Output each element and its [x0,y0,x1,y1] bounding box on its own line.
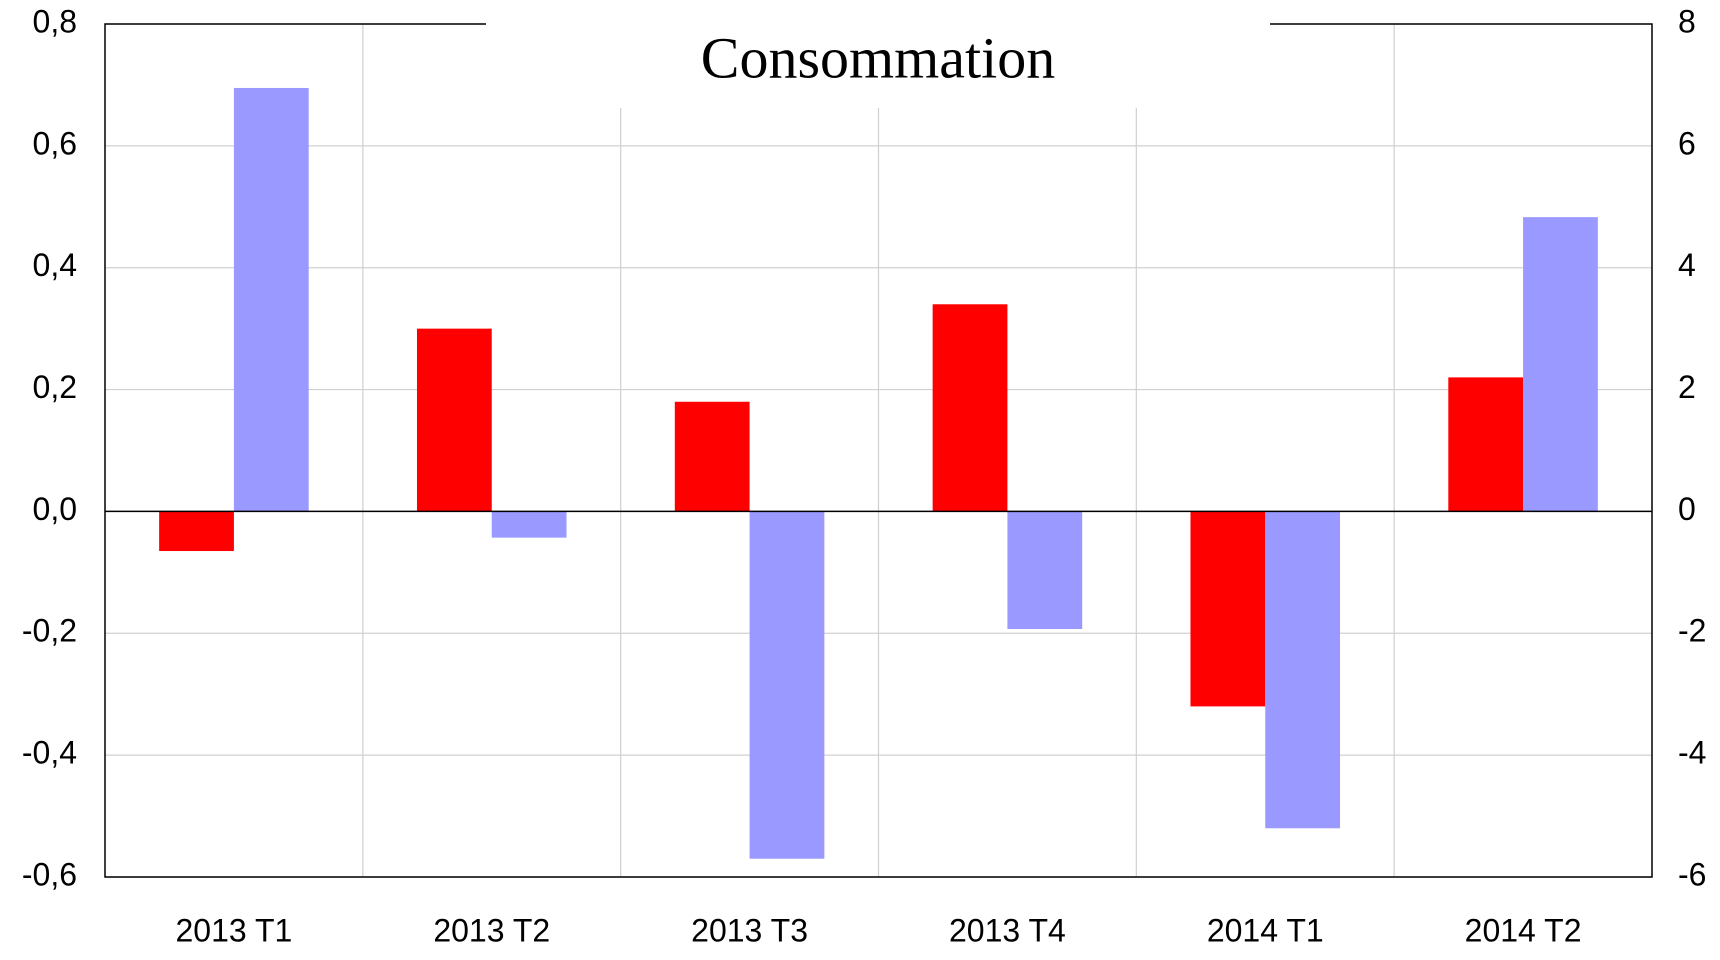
bar [1523,217,1598,512]
y-tick-label: -0,4 [22,735,77,771]
bar [1190,511,1266,707]
y2-tick-label: 8 [1678,3,1696,39]
bar [1265,511,1341,829]
x-tick-label: 2013 T4 [949,912,1066,948]
bar [1007,511,1083,630]
bar [749,511,825,859]
x-tick-label: 2013 T2 [433,912,550,948]
y-tick-label: 0,2 [33,369,77,405]
bar [932,304,1008,512]
bar [159,511,234,552]
y-tick-label: -0,6 [22,856,77,892]
bar [1448,377,1524,512]
y-tick-label: 0,4 [33,247,77,283]
y-tick-label: -0,2 [22,613,77,649]
x-tick-label: 2014 T1 [1207,912,1324,948]
y2-tick-label: -6 [1678,856,1706,892]
bar [416,328,492,512]
y2-tick-label: 2 [1678,369,1696,405]
y2-tick-label: -2 [1678,613,1706,649]
y2-tick-label: 6 [1678,125,1696,161]
x-tick-label: 2013 T1 [175,912,292,948]
y-tick-label: 0,8 [33,3,77,39]
y2-tick-label: 0 [1678,491,1696,527]
bar [491,511,567,538]
y-tick-label: 0,0 [33,491,77,527]
x-tick-label: 2013 T3 [691,912,808,948]
chart-title: Consommation [701,25,1055,90]
bar [674,401,750,512]
x-tick-label: 2014 T2 [1465,912,1582,948]
bar [233,87,309,512]
y2-tick-label: -4 [1678,735,1706,771]
title-background [486,0,1270,108]
y-tick-label: 0,6 [33,125,77,161]
y2-tick-label: 4 [1678,247,1696,283]
